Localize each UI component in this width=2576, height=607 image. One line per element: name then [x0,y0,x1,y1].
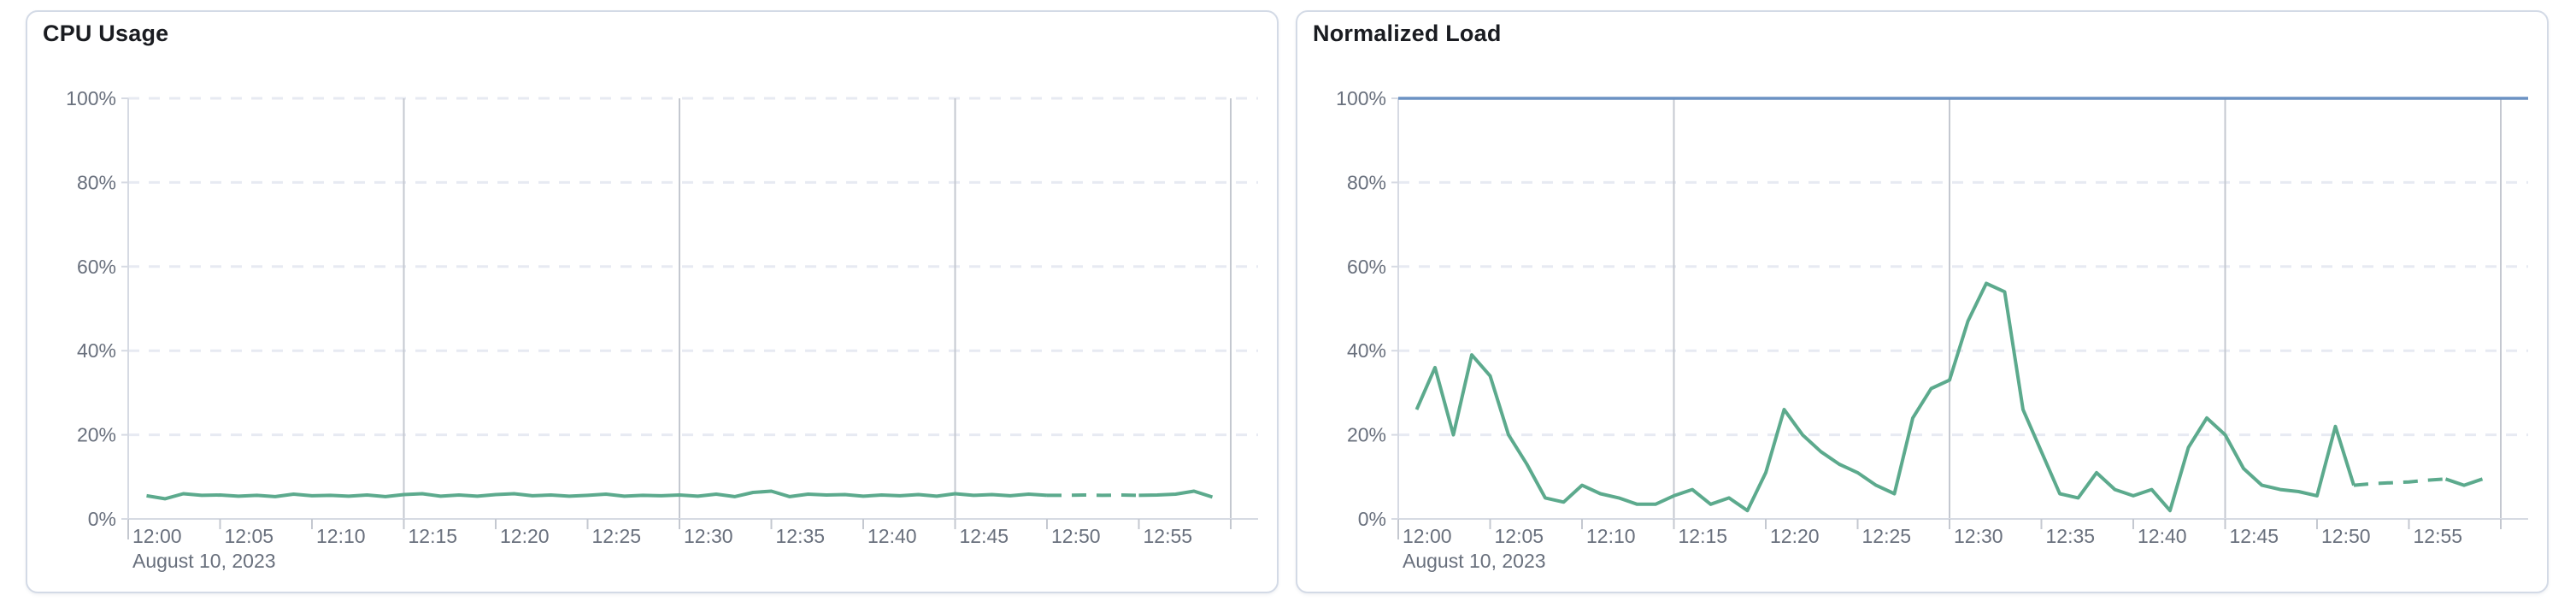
axes [121,97,1258,539]
svg-text:12:15: 12:15 [1679,525,1728,547]
cpu-usage-line [1138,489,1214,499]
svg-text:12:45: 12:45 [2230,525,2279,547]
date-label: August 10, 2023 [1403,550,1546,572]
axis-labels: 0% 20% 40% 60% 80% 100% 12:00 12:05 12:10 12:15 12… [66,87,1192,572]
normalized-load-line [2444,477,2484,487]
chart-title: CPU Usage [43,21,169,46]
svg-text:12:00: 12:00 [132,525,182,547]
cpu-usage-chart[interactable]: 0% 20% 40% 60% 80% 100% 12:00 12:05 12:10 12:15 12… [27,12,1277,592]
svg-text:20%: 20% [1347,424,1386,446]
svg-text:20%: 20% [77,424,116,446]
svg-text:12:05: 12:05 [1495,525,1544,547]
svg-text:12:10: 12:10 [1586,525,1636,547]
svg-text:12:55: 12:55 [1144,525,1193,547]
svg-text:60%: 60% [77,256,116,278]
svg-text:12:05: 12:05 [225,525,274,547]
svg-text:12:45: 12:45 [960,525,1009,547]
svg-text:80%: 80% [77,171,116,193]
axes [1391,97,2528,539]
svg-text:100%: 100% [1336,87,1386,109]
svg-text:12:55: 12:55 [2414,525,2463,547]
svg-text:12:35: 12:35 [776,525,826,547]
svg-text:40%: 40% [1347,339,1386,362]
svg-text:12:00: 12:00 [1403,525,1452,547]
svg-text:80%: 80% [1347,171,1386,193]
axis-labels: 0% 20% 40% 60% 80% 100% 12:00 12:05 12:10 12:15 12… [1336,87,2462,572]
svg-text:12:50: 12:50 [1051,525,1101,547]
svg-text:12:25: 12:25 [592,525,642,547]
chart-title: Normalized Load [1313,21,1502,46]
svg-text:100%: 100% [66,87,116,109]
svg-text:12:40: 12:40 [2138,525,2187,547]
svg-text:40%: 40% [77,339,116,362]
date-label: August 10, 2023 [132,550,276,572]
gridlines [1398,97,2528,519]
gridlines [128,97,1258,519]
normalized-load-panel: Normalized Load 0% 20% 40% 60% 80% 100% 12:00 1… [1296,10,2549,593]
svg-text:12:50: 12:50 [2321,525,2371,547]
svg-text:12:10: 12:10 [316,525,366,547]
svg-text:12:40: 12:40 [867,525,917,547]
normalized-load-line-projected [2353,477,2446,487]
svg-text:0%: 0% [1358,508,1386,530]
svg-text:12:30: 12:30 [1954,525,2003,547]
normalized-load-line [1414,281,2355,513]
svg-text:12:20: 12:20 [500,525,550,547]
cpu-usage-line [146,489,1048,501]
svg-text:12:35: 12:35 [2046,525,2096,547]
svg-text:12:20: 12:20 [1770,525,1820,547]
svg-text:12:30: 12:30 [684,525,733,547]
svg-text:0%: 0% [88,508,116,530]
cpu-usage-panel: CPU Usage 0% 20% 40% 60% 80% 100% 12:00 12:05 12… [26,10,1279,593]
svg-text:12:25: 12:25 [1862,525,1912,547]
normalized-load-chart[interactable]: 0% 20% 40% 60% 80% 100% 12:00 12:05 12:10 12:15 12… [1297,12,2547,592]
svg-text:12:15: 12:15 [409,525,458,547]
svg-text:60%: 60% [1347,256,1386,278]
